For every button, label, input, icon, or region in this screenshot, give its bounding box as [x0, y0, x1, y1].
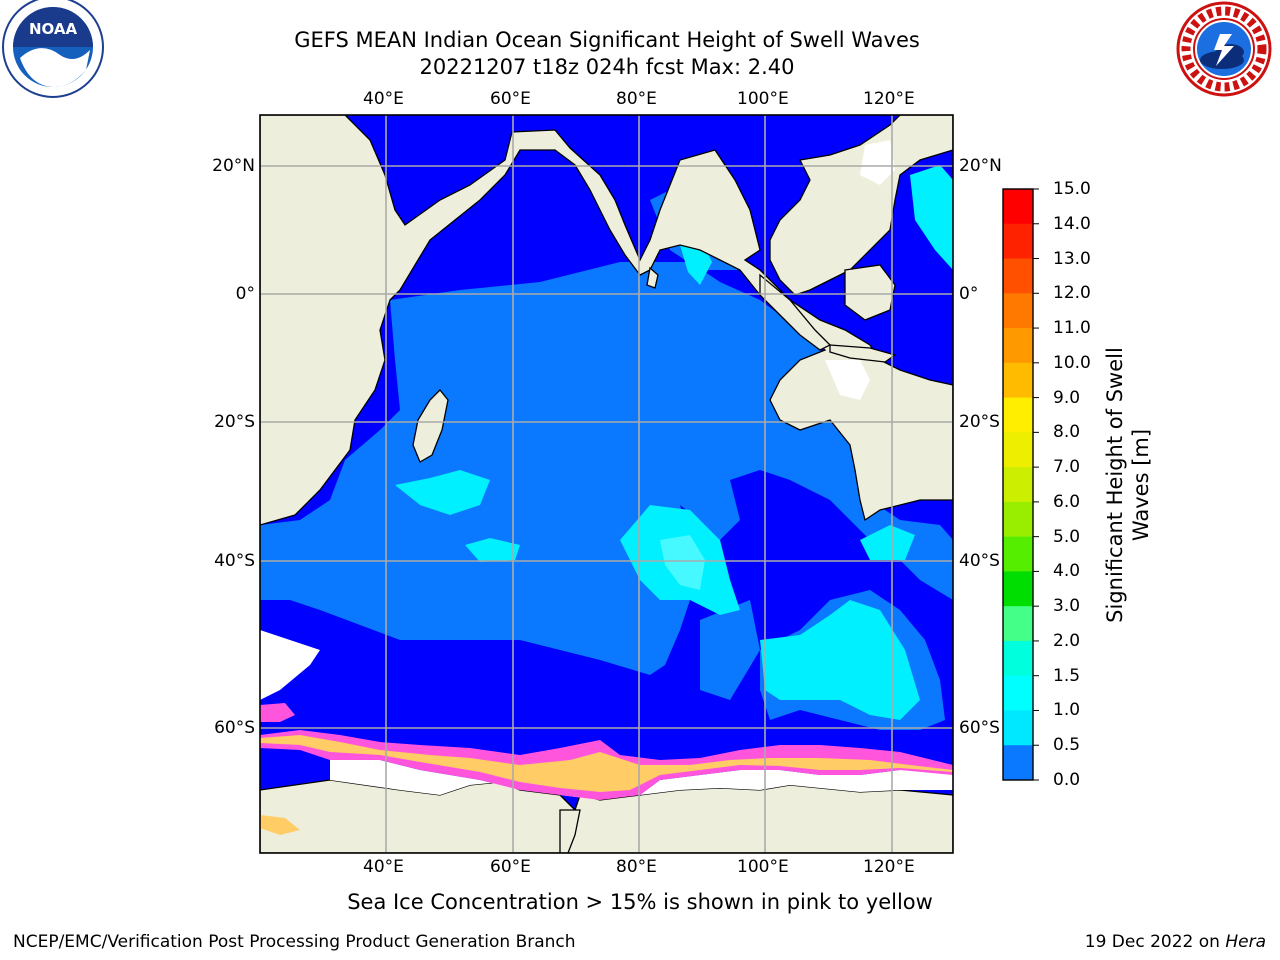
lat-tick-right-60s: 60°S: [959, 718, 1000, 738]
colorbar-segment: [1003, 397, 1033, 433]
land-antarctica-peninsula: [559, 809, 581, 853]
colorbar-label: 15.0: [1053, 179, 1091, 199]
colorbar-title-line1: Significant Height of Swell: [1103, 347, 1127, 623]
lon-tick-bottom-80e: 80°E: [616, 857, 657, 877]
colorbar-title: Significant Height of Swell Waves [m]: [1102, 285, 1154, 685]
lon-tick-bottom-100e: 100°E: [737, 857, 789, 877]
footer-credit: NCEP/EMC/Verification Post Processing Pr…: [13, 932, 576, 952]
swell-zone-high-3: [395, 470, 490, 515]
land-sri-lanka: [646, 266, 659, 289]
noaa-logo-text: NOAA: [29, 20, 78, 38]
lon-tick-top-80e: 80°E: [616, 89, 657, 109]
sea-ice-band: [260, 703, 953, 835]
lon-tick-bottom-60e: 60°E: [490, 857, 531, 877]
noaa-logo-icon: NOAA: [2, 0, 104, 98]
colorbar-label: 5.0: [1053, 526, 1081, 547]
colorbar-segment: [1003, 675, 1033, 711]
colorbar-segment: [1003, 223, 1033, 260]
footer-machine: Hera: [1225, 932, 1266, 952]
colorbar-label: 6.0: [1053, 491, 1081, 512]
no-data: [260, 140, 953, 800]
nws-logo-icon: [1176, 1, 1272, 97]
map-gridlines: [260, 115, 953, 853]
colorbar-label: 0.0: [1053, 770, 1081, 790]
colorbar-frame: [1002, 188, 1034, 781]
colorbar-segment: [1003, 640, 1033, 677]
colorbar-segment: [1003, 501, 1033, 538]
lat-tick-left-40s: 40°S: [214, 551, 255, 571]
colorbar-label: 1.5: [1053, 665, 1081, 686]
swell-zone-high-2: [760, 600, 920, 720]
land-africa: [260, 115, 953, 526]
colorbar-segment: [1003, 467, 1033, 503]
lon-tick-top-40e: 40°E: [363, 89, 404, 109]
lon-tick-top-100e: 100°E: [737, 89, 789, 109]
land: [260, 115, 953, 853]
map-plot-area: [260, 115, 953, 853]
footer-date-text: 19 Dec 2022 on: [1084, 932, 1220, 952]
lon-tick-bottom-120e: 120°E: [863, 857, 915, 877]
swell-zone-medium: [260, 262, 953, 675]
colorbar-segment: [1003, 571, 1033, 607]
colorbar-segment: [1003, 258, 1033, 294]
lat-tick-right-20n: 20°N: [959, 156, 1002, 176]
colorbar-segment: [1003, 328, 1033, 364]
colorbar-label: 4.0: [1053, 561, 1081, 582]
colorbar-segment: [1003, 432, 1033, 468]
map-subtitle: 20221207 t18z 024h fcst Max: 2.40: [419, 55, 795, 79]
swell-zone-high-8: [660, 535, 705, 590]
colorbar-label: 14.0: [1053, 213, 1091, 234]
colorbar-label: 13.0: [1053, 248, 1091, 269]
lat-tick-right-40s: 40°S: [959, 551, 1000, 571]
colorbar-label: 1.0: [1053, 700, 1081, 721]
lon-tick-top-120e: 120°E: [863, 89, 915, 109]
colorbar-segment: [1003, 745, 1033, 781]
colorbar-label: 2.0: [1053, 630, 1081, 651]
colorbar-title-line2: Waves [m]: [1129, 428, 1153, 542]
swell-zone-medium-south: [700, 600, 760, 700]
colorbar-label: 3.0: [1053, 596, 1081, 617]
colorbar-segment: [1003, 293, 1033, 329]
swell-zone-high-6: [910, 165, 953, 270]
swell-zone-high-4: [465, 538, 520, 562]
lon-tick-top-60e: 60°E: [490, 89, 531, 109]
colorbar-label: 9.0: [1053, 387, 1081, 408]
colorbar-label: 8.0: [1053, 422, 1081, 443]
footer-date: 19 Dec 2022 on Hera: [1085, 932, 1266, 952]
lat-tick-left-0: 0°: [235, 284, 255, 304]
colorbar: [1002, 188, 1039, 781]
colorbar-segment: [1003, 606, 1033, 642]
land-madagascar: [412, 389, 449, 463]
colorbar-label: 0.5: [1053, 735, 1081, 756]
land-borneo: [844, 264, 896, 321]
lat-tick-right-20s: 20°S: [959, 412, 1000, 432]
sea-ice-note: Sea Ice Concentration > 15% is shown in …: [347, 890, 933, 914]
map-frame: [259, 114, 954, 854]
lon-tick-bottom-40e: 40°E: [363, 857, 404, 877]
colorbar-segment: [1003, 536, 1033, 572]
swell-zone-high-5: [860, 525, 915, 560]
map-title: GEFS MEAN Indian Ocean Significant Heigh…: [294, 28, 920, 52]
colorbar-segment: [1003, 710, 1033, 746]
colorbar-label: 10.0: [1053, 352, 1091, 373]
colorbar-segment: [1003, 362, 1033, 399]
land-southeast-asia: [769, 115, 953, 296]
land-java: [829, 344, 897, 363]
colorbar-label: 11.0: [1053, 318, 1091, 339]
colorbar-segment: [1003, 189, 1033, 225]
lat-tick-right-0: 0°: [959, 284, 979, 304]
lat-tick-left-20s: 20°S: [214, 412, 255, 432]
lat-tick-left-60s: 60°S: [214, 718, 255, 738]
colorbar-label: 7.0: [1053, 457, 1081, 478]
colorbar-label: 12.0: [1053, 283, 1091, 304]
lat-tick-left-20n: 20°N: [212, 156, 255, 176]
